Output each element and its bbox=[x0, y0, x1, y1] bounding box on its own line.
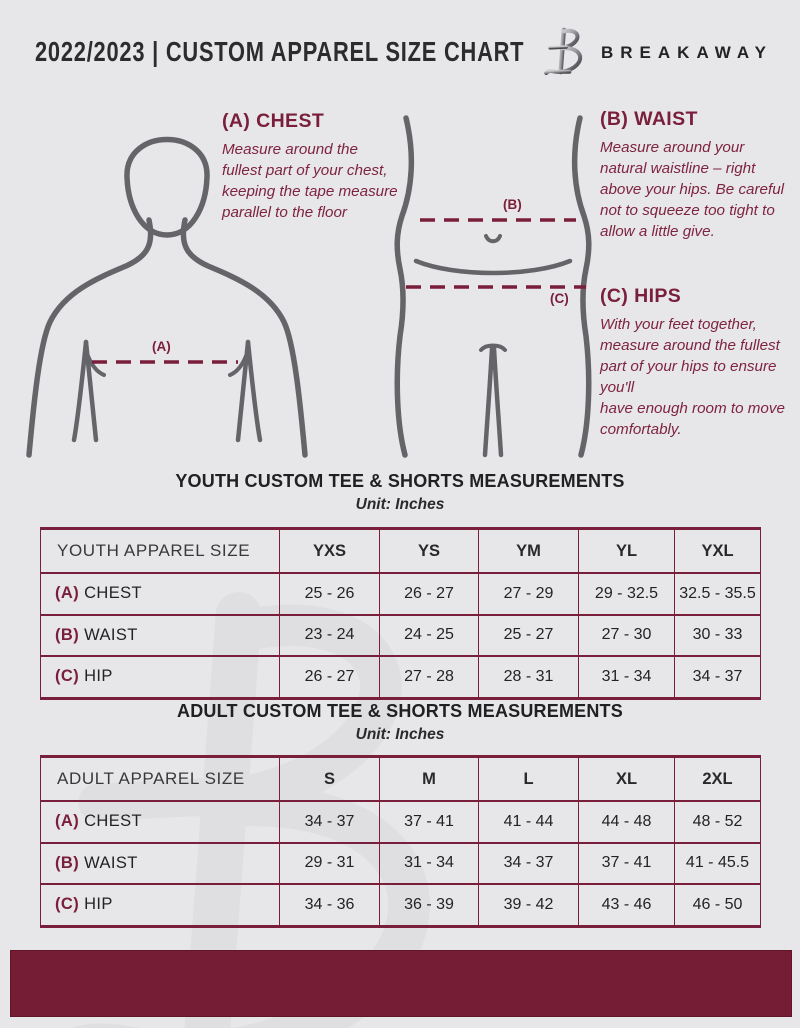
chest-instructions: Measure around the fullest part of your … bbox=[222, 141, 398, 221]
size-cell: 28 - 31 bbox=[478, 656, 579, 698]
size-cell: 26 - 27 bbox=[379, 573, 479, 616]
adult-size-table: ADULT APPAREL SIZE S M L XL 2XL (A) CHES… bbox=[40, 755, 761, 928]
size-cell: 32.5 - 35.5 bbox=[674, 573, 761, 616]
upper-body-figure bbox=[26, 136, 308, 458]
size-column-s: S bbox=[279, 756, 380, 802]
size-column-xl: XL bbox=[578, 756, 675, 802]
youth-size-header-cell: YOUTH APPAREL SIZE bbox=[40, 528, 280, 574]
row-name: WAIST bbox=[84, 625, 138, 644]
size-cell: 34 - 37 bbox=[478, 842, 579, 885]
size-cell: 23 - 24 bbox=[279, 614, 380, 657]
size-cell: 26 - 27 bbox=[279, 656, 380, 698]
size-column-ym: YM bbox=[478, 528, 579, 574]
row-label-chest: (A) CHEST bbox=[40, 801, 280, 844]
size-cell: 36 - 39 bbox=[379, 884, 479, 926]
size-cell: 34 - 36 bbox=[279, 884, 380, 926]
row-label-chest: (A) CHEST bbox=[40, 573, 280, 616]
row-prefix: (A) bbox=[55, 812, 80, 831]
adult-chest-row: (A) CHEST 34 - 37 37 - 41 41 - 44 44 - 4… bbox=[40, 801, 761, 844]
youth-size-table: YOUTH APPAREL SIZE YXS YS YM YL YXL (A) … bbox=[40, 527, 761, 700]
row-prefix: (C) bbox=[55, 667, 80, 686]
size-cell: 34 - 37 bbox=[279, 801, 380, 844]
chest-heading: (A) CHEST bbox=[222, 110, 325, 132]
size-cell: 25 - 27 bbox=[478, 614, 579, 657]
size-cell: 39 - 42 bbox=[478, 884, 579, 926]
adult-waist-row: (B) WAIST 29 - 31 31 - 34 34 - 37 37 - 4… bbox=[40, 842, 761, 885]
size-cell: 43 - 46 bbox=[578, 884, 675, 926]
size-cell: 30 - 33 bbox=[674, 614, 761, 657]
hips-heading: (C) HIPS bbox=[600, 285, 682, 307]
waist-instructions: Measure around your natural waistline – … bbox=[600, 139, 785, 240]
size-cell: 46 - 50 bbox=[674, 884, 761, 926]
size-cell: 31 - 34 bbox=[379, 842, 479, 885]
row-prefix: (C) bbox=[55, 895, 80, 914]
size-cell: 25 - 26 bbox=[279, 573, 380, 616]
size-cell: 41 - 45.5 bbox=[674, 842, 761, 885]
waist-heading: (B) WAIST bbox=[600, 108, 698, 130]
youth-chest-row: (A) CHEST 25 - 26 26 - 27 27 - 29 29 - 3… bbox=[40, 573, 761, 616]
row-prefix: (B) bbox=[55, 625, 80, 644]
size-cell: 27 - 28 bbox=[379, 656, 479, 698]
size-column-yxs: YXS bbox=[279, 528, 380, 574]
row-prefix: (A) bbox=[55, 584, 80, 603]
chest-line-label: (A) bbox=[152, 339, 171, 354]
size-cell: 27 - 29 bbox=[478, 573, 579, 616]
row-label-waist: (B) WAIST bbox=[40, 842, 280, 885]
adult-header-row: ADULT APPAREL SIZE S M L XL 2XL bbox=[40, 756, 761, 802]
size-cell: 27 - 30 bbox=[578, 614, 675, 657]
row-name: WAIST bbox=[84, 853, 138, 872]
youth-table-unit: Unit: Inches bbox=[355, 496, 445, 513]
row-name: CHEST bbox=[84, 812, 143, 831]
youth-waist-row: (B) WAIST 23 - 24 24 - 25 25 - 27 27 - 3… bbox=[40, 614, 761, 657]
size-cell: 37 - 41 bbox=[379, 801, 479, 844]
size-column-m: M bbox=[379, 756, 479, 802]
adult-hip-row: (C) HIP 34 - 36 36 - 39 39 - 42 43 - 46 … bbox=[41, 884, 761, 926]
hips-instructions: With your feet together, measure around … bbox=[600, 316, 785, 438]
youth-table-title: YOUTH CUSTOM TEE & SHORTS MEASUREMENTS bbox=[175, 471, 625, 491]
row-name: HIP bbox=[84, 667, 113, 686]
row-name: HIP bbox=[84, 895, 113, 914]
youth-hip-row: (C) HIP 26 - 27 27 - 28 28 - 31 31 - 34 … bbox=[41, 656, 761, 698]
size-cell: 41 - 44 bbox=[478, 801, 579, 844]
footer-bar bbox=[10, 950, 792, 1017]
row-label-waist: (B) WAIST bbox=[40, 614, 280, 657]
size-column-l: L bbox=[478, 756, 579, 802]
size-cell: 31 - 34 bbox=[578, 656, 675, 698]
size-cell: 24 - 25 bbox=[379, 614, 479, 657]
size-cell: 48 - 52 bbox=[674, 801, 761, 844]
size-column-2xl: 2XL bbox=[674, 756, 761, 802]
row-label-hip: (C) HIP bbox=[41, 656, 280, 698]
size-column-ys: YS bbox=[379, 528, 479, 574]
row-prefix: (B) bbox=[55, 853, 80, 872]
adult-table-title: ADULT CUSTOM TEE & SHORTS MEASUREMENTS bbox=[177, 701, 623, 721]
adult-table-unit: Unit: Inches bbox=[355, 726, 445, 743]
youth-header-row: YOUTH APPAREL SIZE YXS YS YM YL YXL bbox=[40, 528, 761, 574]
page-title: 2022/2023 | CUSTOM APPAREL SIZE CHART bbox=[35, 36, 525, 67]
breakaway-logo-icon bbox=[544, 27, 582, 75]
size-cell: 29 - 32.5 bbox=[578, 573, 675, 616]
row-name: CHEST bbox=[84, 584, 143, 603]
size-cell: 29 - 31 bbox=[279, 842, 380, 885]
waist-line-label: (B) bbox=[503, 197, 522, 212]
adult-size-header-cell: ADULT APPAREL SIZE bbox=[40, 756, 280, 802]
size-cell: 37 - 41 bbox=[578, 842, 675, 885]
hips-line-label: (C) bbox=[550, 291, 569, 306]
size-column-yl: YL bbox=[578, 528, 675, 574]
brand-name: BREAKAWAY bbox=[601, 43, 773, 62]
size-cell: 34 - 37 bbox=[674, 656, 761, 698]
row-label-hip: (C) HIP bbox=[41, 884, 280, 926]
lower-body-figure bbox=[394, 115, 592, 458]
size-cell: 44 - 48 bbox=[578, 801, 675, 844]
size-column-yxl: YXL bbox=[674, 528, 761, 574]
